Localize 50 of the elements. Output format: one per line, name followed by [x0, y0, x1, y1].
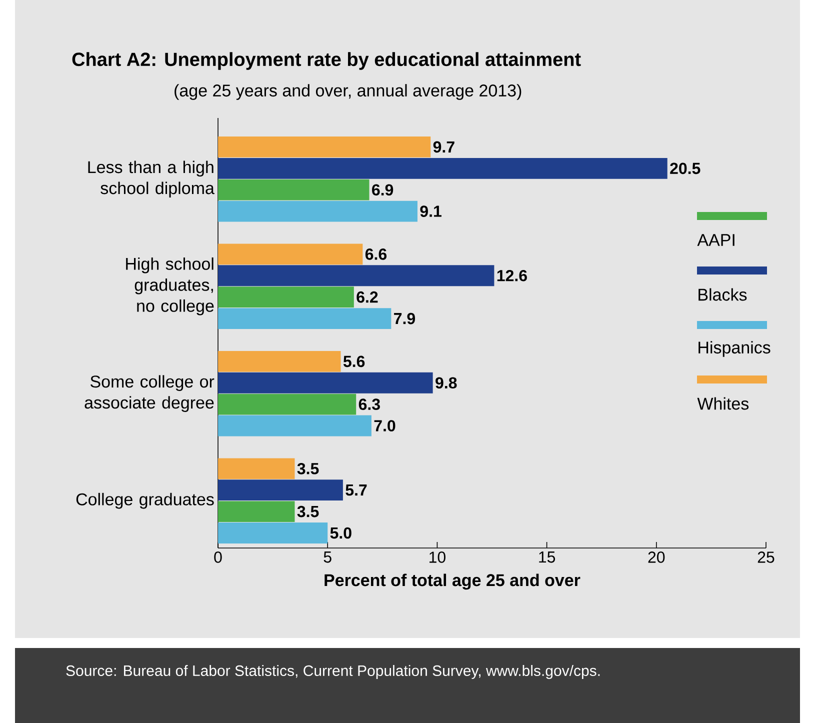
y-tick-label: High school graduates, no college — [126, 257, 214, 316]
y-tick-label: Some college or associate degree — [84, 375, 214, 412]
x-axis-title: Percent of total age 25 and over — [324, 574, 580, 590]
data-label: 6.2 — [356, 291, 378, 303]
x-tick-label: 20 — [648, 552, 665, 563]
x-tick-label: 0 — [214, 552, 222, 563]
data-label: 20.5 — [670, 162, 700, 174]
bar — [218, 372, 433, 394]
data-label: 7.0 — [374, 420, 396, 432]
chart-title: Chart A2: Unemployment rate by educational attainment — [72, 52, 581, 70]
chart-subtitle: (age 25 years and over, annual average 2013) — [174, 84, 522, 100]
bar — [218, 501, 295, 522]
data-label: 9.8 — [436, 377, 457, 389]
bar — [218, 136, 431, 158]
data-label: 5.6 — [343, 356, 365, 368]
y-tick-label: College graduates — [76, 492, 214, 509]
x-tick-label: 5 — [324, 552, 332, 563]
data-label: 9.1 — [420, 206, 442, 217]
bar — [218, 179, 370, 200]
data-label: 9.7 — [433, 141, 454, 153]
data-label: 3.5 — [297, 462, 319, 474]
bar — [218, 394, 356, 415]
legend-label: Whites — [697, 397, 749, 410]
bar — [218, 350, 341, 372]
x-tick-label: 25 — [758, 552, 774, 563]
x-tick-label: 10 — [430, 552, 446, 563]
data-label: 6.6 — [365, 248, 387, 260]
bar — [218, 480, 343, 501]
y-tick-label: Less than a high school diploma — [88, 160, 214, 198]
source-note: Source: Bureau of Labor Statistics, Current Population Survey, www.bls.gov/cps. — [66, 665, 600, 679]
bar — [218, 244, 363, 265]
data-label: 6.3 — [358, 398, 380, 410]
bar — [218, 415, 372, 436]
x-tick-label: 15 — [539, 552, 556, 563]
data-label: 6.9 — [372, 184, 394, 196]
data-label: 3.5 — [297, 506, 319, 518]
bar — [218, 458, 295, 480]
data-label: 7.9 — [394, 312, 416, 324]
data-label: 12.6 — [497, 270, 527, 282]
bar — [218, 308, 392, 329]
legend-label: Hispanics — [698, 341, 770, 357]
bar — [218, 286, 354, 308]
bar — [218, 200, 418, 222]
bar — [218, 158, 668, 179]
data-label: 5.0 — [330, 527, 352, 539]
legend-label: Blacks — [698, 288, 747, 301]
data-label: 5.7 — [346, 484, 367, 496]
bar — [218, 522, 328, 544]
legend-label: AAPI — [697, 234, 734, 246]
bar — [218, 265, 494, 286]
